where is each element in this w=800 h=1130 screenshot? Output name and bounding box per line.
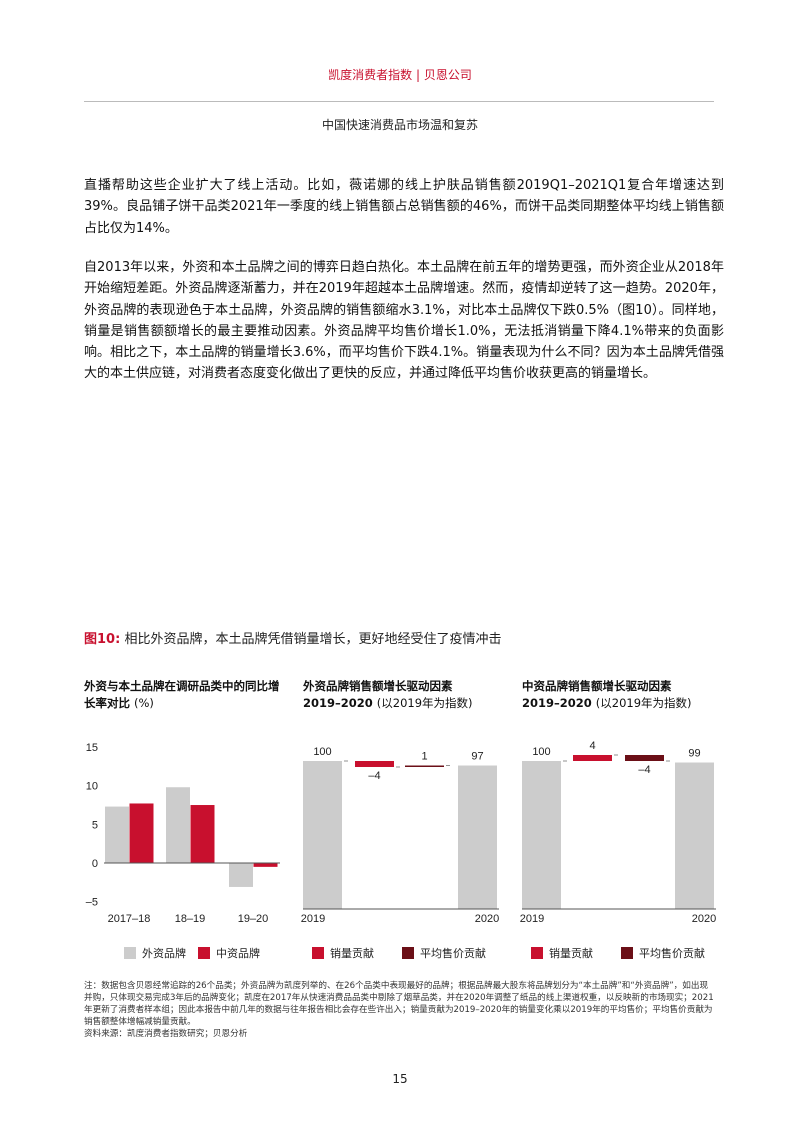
- paragraph: 自2013年以来，外资和本土品牌之间的博弈日趋白热化。本土品牌在前五年的增势更强…: [84, 260, 724, 382]
- header-divider: [84, 101, 714, 102]
- y-tick-label: 10: [86, 781, 98, 793]
- y-tick-label: –5: [86, 897, 98, 909]
- chart2-legend: 销量贡献 平均售价贡献: [312, 945, 486, 961]
- data-label: 4: [589, 740, 595, 752]
- chart2-unit: (以2019年为指数): [376, 696, 473, 710]
- bar: [166, 787, 190, 863]
- waterfall-bar: [355, 761, 394, 767]
- legend-label: 中资品牌: [216, 947, 260, 960]
- chart1-legend: 外资品牌 中资品牌: [124, 945, 260, 961]
- waterfall-bar: [405, 765, 444, 767]
- waterfall-bar: [303, 761, 342, 909]
- waterfall-bar: [522, 761, 561, 909]
- x-tick-label: 2017–18: [108, 913, 151, 925]
- y-tick-label: 15: [86, 742, 98, 754]
- x-tick-label: 18–19: [175, 913, 206, 925]
- source-text: 资料来源：凯度消费者指数研究；贝恩分析: [84, 1029, 248, 1039]
- bar: [253, 863, 278, 867]
- legend-label: 销量贡献: [549, 947, 593, 960]
- chart1-unit: (%): [134, 696, 154, 710]
- y-tick-label: 0: [92, 858, 98, 870]
- bar: [105, 806, 129, 863]
- legend-label: 销量贡献: [330, 947, 374, 960]
- footnotes: 注：数据包含贝恩经常追踪的26个品类；外资品牌为凯度列举的、在26个品类中表现最…: [84, 980, 716, 1040]
- data-label: 1: [421, 751, 427, 763]
- x-tick-label: 19–20: [238, 913, 269, 925]
- legend-label: 平均售价贡献: [420, 947, 486, 960]
- x-tick-label: 2019: [520, 913, 544, 925]
- chart3-unit: (以2019年为指数): [595, 696, 692, 710]
- chart3-title: 中资品牌销售额增长驱动因素 2019–2020 (以2019年为指数): [522, 678, 732, 712]
- chart3-years: 2019–2020: [522, 696, 592, 710]
- legend-swatch-price: [402, 947, 414, 959]
- section-subtitle: 中国快速消费品市场温和复苏: [321, 118, 478, 132]
- waterfall-bar: [573, 755, 612, 761]
- legend-swatch-volume: [531, 947, 543, 959]
- chart3-title-text: 中资品牌销售额增长驱动因素: [522, 679, 672, 693]
- chart1-title: 外资与本土品牌在调研品类中的同比增长率对比 (%): [84, 678, 284, 712]
- bar: [229, 863, 253, 887]
- legend-swatch-domestic: [198, 947, 210, 959]
- chart2-title: 外资品牌销售额增长驱动因素 2019–2020 (以2019年为指数): [303, 678, 513, 712]
- figure-caption: 相比外资品牌，本土品牌凭借销量增长，更好地经受住了疫情冲击: [124, 632, 502, 647]
- legend-swatch-foreign: [124, 947, 136, 959]
- waterfall-bar: [458, 765, 497, 909]
- x-tick-label: 2019: [301, 913, 325, 925]
- page-number: 15: [392, 1072, 408, 1086]
- report-header: 凯度消费者指数 | 贝恩公司: [328, 68, 472, 82]
- x-tick-label: 2020: [692, 913, 716, 925]
- data-label: 99: [688, 748, 700, 760]
- chart3-legend: 销量贡献 平均售价贡献: [531, 945, 705, 961]
- figure-title: 图10: 相比外资品牌，本土品牌凭借销量增长，更好地经受住了疫情冲击: [84, 628, 501, 647]
- x-tick-label: 2020: [475, 913, 499, 925]
- chart1-title-text: 外资与本土品牌在调研品类中的同比增长率对比: [84, 679, 280, 710]
- data-label: 97: [471, 751, 483, 763]
- paragraph: 直播帮助这些企业扩大了线上活动。比如，薇诺娜的线上护肤品销售额2019Q1–20…: [84, 178, 724, 236]
- data-label: –4: [368, 770, 380, 782]
- legend-label: 平均售价贡献: [639, 947, 705, 960]
- data-label: 100: [532, 746, 550, 758]
- legend-label: 外资品牌: [142, 947, 186, 960]
- bar: [129, 803, 154, 863]
- waterfall-bar: [675, 762, 714, 909]
- data-label: 100: [313, 746, 331, 758]
- waterfall-bar: [625, 755, 664, 761]
- chart2-years: 2019–2020: [303, 696, 373, 710]
- legend-swatch-price: [621, 947, 633, 959]
- figure-label: 图10:: [84, 632, 121, 647]
- charts-canvas: 15 10 5 0 –5 2017–18 18–19 19–20 100 2019 –4 1 97 202…: [86, 740, 716, 925]
- data-label: –4: [638, 764, 650, 776]
- y-tick-label: 5: [92, 819, 98, 831]
- chart2-title-text: 外资品牌销售额增长驱动因素: [303, 679, 453, 693]
- bar: [190, 805, 215, 863]
- legend-swatch-volume: [312, 947, 324, 959]
- note-text: 注：数据包含贝恩经常追踪的26个品类；外资品牌为凯度列举的、在26个品类中表现最…: [84, 981, 714, 1027]
